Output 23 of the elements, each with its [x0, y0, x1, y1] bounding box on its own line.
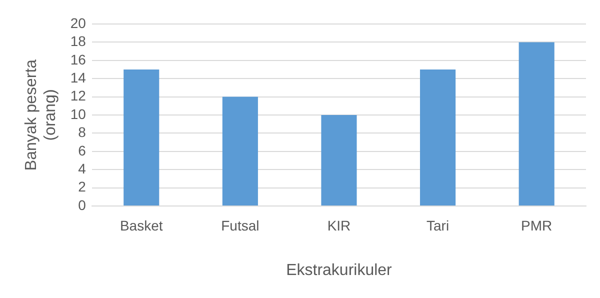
- bar: [420, 70, 456, 206]
- y-tick-label: 6: [78, 142, 86, 158]
- y-tick-label: 18: [70, 33, 86, 50]
- x-tick-label: KIR: [327, 217, 351, 234]
- y-tick-label: 14: [70, 69, 86, 86]
- x-axis-title: Ekstrakurikuler: [286, 262, 393, 279]
- x-tick-label: Basket: [120, 217, 163, 234]
- bar: [124, 70, 160, 206]
- x-tick-label: PMR: [521, 217, 552, 234]
- y-tick-label: 12: [70, 88, 86, 104]
- bar: [518, 42, 554, 206]
- x-tick-label: Tari: [426, 217, 450, 234]
- x-tick-label: Futsal: [221, 217, 260, 234]
- bar: [321, 115, 357, 206]
- bar: [222, 96, 258, 206]
- y-tick-label: 4: [78, 160, 86, 176]
- y-tick-label: 10: [70, 106, 86, 122]
- y-axis-title: Banyak peserta (orang): [23, 59, 60, 171]
- y-tick-label: 8: [78, 124, 86, 140]
- y-tick-label: 0: [78, 196, 86, 213]
- y-tick-label: 16: [70, 51, 86, 68]
- y-tick-label: 20: [70, 14, 86, 31]
- y-tick-label: 2: [78, 178, 86, 195]
